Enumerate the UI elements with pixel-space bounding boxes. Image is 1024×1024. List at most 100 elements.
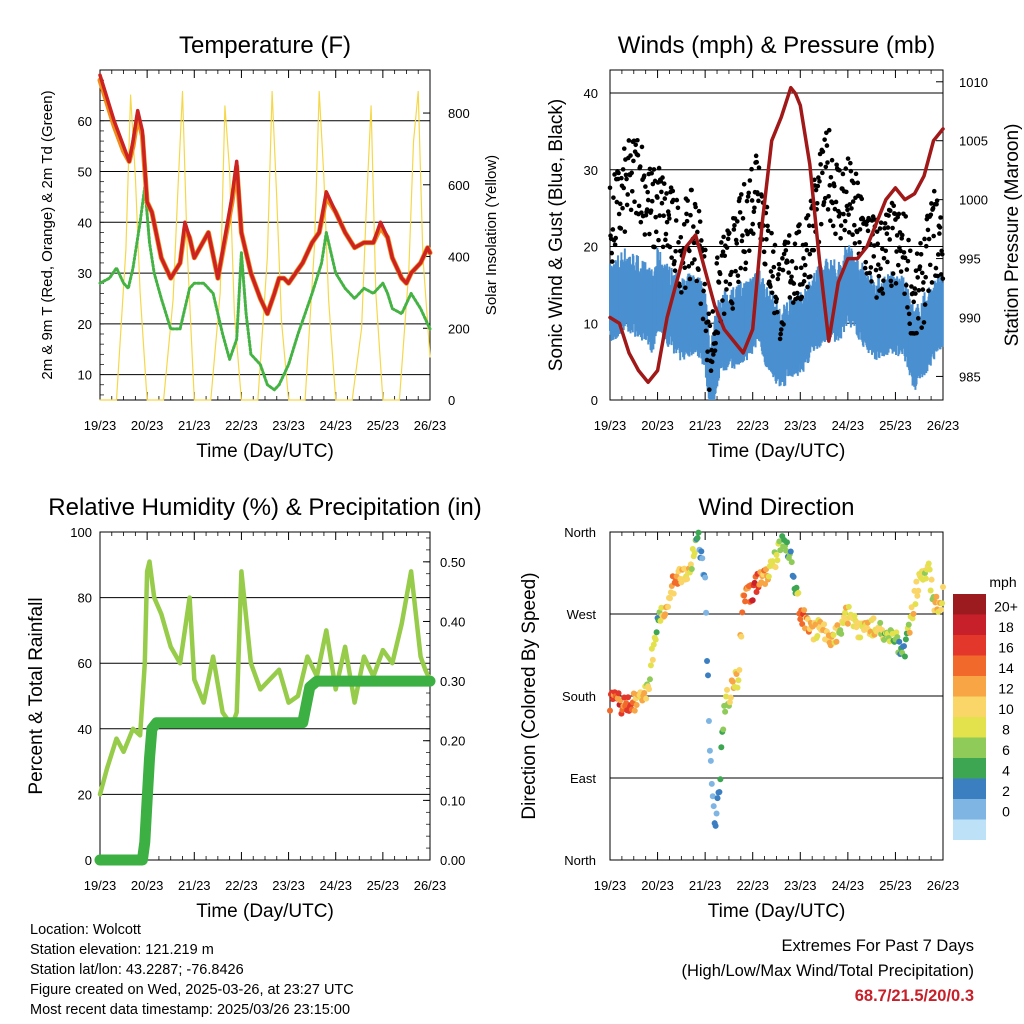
gust-point <box>826 127 832 133</box>
humidity-line <box>97 559 433 797</box>
gust-point <box>752 205 757 211</box>
direction-point <box>707 757 714 764</box>
gust-point <box>765 228 771 233</box>
gust-point <box>926 288 931 293</box>
gust-point <box>876 262 881 267</box>
gust-point <box>746 190 752 196</box>
direction-point <box>698 548 705 555</box>
gust-point <box>629 170 634 176</box>
gust-point <box>616 211 622 217</box>
direction-point <box>840 620 847 627</box>
direction-point <box>717 776 724 783</box>
gust-point <box>649 198 655 204</box>
y-tick-label: 0 <box>591 393 598 408</box>
direction-point <box>939 600 946 607</box>
gust-point <box>611 195 616 200</box>
gust-point <box>719 240 724 245</box>
gust-point <box>806 223 812 229</box>
direction-point <box>720 726 727 733</box>
direction-point <box>695 529 702 536</box>
legend-label: 10 <box>998 701 1014 717</box>
gust-point <box>684 218 690 224</box>
direction-point <box>793 584 800 591</box>
gust-point <box>820 170 825 176</box>
legend-color-box <box>953 614 986 635</box>
gust-point <box>938 272 944 277</box>
gust-point <box>929 280 935 285</box>
gust-point <box>746 248 752 254</box>
gust-point <box>789 274 794 280</box>
direction-point <box>726 699 733 706</box>
direction-point <box>928 576 935 583</box>
gust-point <box>872 243 877 248</box>
x-tick-label: 20/23 <box>641 418 674 433</box>
direction-point <box>708 780 715 787</box>
gust-point <box>737 210 743 215</box>
y2-tick-label: 1005 <box>959 134 988 149</box>
gust-point <box>919 325 924 330</box>
direction-point <box>940 583 946 590</box>
direction-point <box>653 629 660 636</box>
gust-point <box>931 188 937 194</box>
extremes-values: 68.7/21.5/20/0.3 <box>854 987 974 1005</box>
direction-point <box>724 686 731 693</box>
y2-tick-label: 995 <box>959 252 981 267</box>
x-tick-label: 25/23 <box>367 418 400 433</box>
gust-point <box>670 188 676 194</box>
direction-point <box>902 636 909 643</box>
direction-point <box>788 559 795 566</box>
x-tick-label: 20/23 <box>641 878 674 893</box>
y2-tick-label: 1000 <box>959 193 988 208</box>
legend-label: 20+ <box>994 599 1018 615</box>
gust-point <box>644 207 650 212</box>
gust-point <box>707 387 712 392</box>
direction-point <box>857 634 864 641</box>
gust-point <box>857 239 862 245</box>
gust-point <box>723 279 729 284</box>
legend-color-box <box>953 696 986 717</box>
direction-point <box>905 621 912 628</box>
gust-point <box>658 179 664 184</box>
y-tick-label: 0 <box>85 853 92 868</box>
x-tick-label: 22/23 <box>225 418 258 433</box>
direction-point <box>851 612 858 619</box>
x-tick-label: 21/23 <box>689 418 722 433</box>
gust-point <box>917 264 923 269</box>
gust-point <box>804 247 810 253</box>
direction-point <box>762 581 769 588</box>
gust-point <box>769 230 774 236</box>
gust-point <box>667 216 672 221</box>
gust-point <box>905 258 911 264</box>
gust-point <box>938 215 943 220</box>
gust-point <box>607 185 613 191</box>
gust-point <box>832 206 838 212</box>
x-tick-label: 26/23 <box>414 878 447 893</box>
gust-point <box>848 160 853 166</box>
direction-point <box>716 788 723 795</box>
gust-point <box>631 138 637 144</box>
gust-point <box>687 276 693 282</box>
direction-point <box>913 578 920 585</box>
direction-point <box>881 636 888 643</box>
gust-point <box>820 149 826 154</box>
gust-point <box>871 254 877 259</box>
gust-point <box>825 207 831 212</box>
x-tick-label: 19/23 <box>84 418 117 433</box>
direction-point <box>830 631 837 638</box>
gust-point <box>840 171 846 177</box>
direction-point <box>834 622 841 629</box>
direction-point <box>688 566 695 573</box>
gust-point <box>716 280 722 285</box>
gust-point <box>829 157 835 163</box>
gust-point <box>857 227 863 232</box>
direction-point <box>712 822 719 829</box>
gust-point <box>801 279 807 284</box>
gust-point <box>689 187 694 193</box>
gust-point <box>705 349 710 354</box>
gust-point <box>660 244 666 250</box>
gust-point <box>749 198 755 203</box>
y-tick-label: North <box>564 525 596 540</box>
gust-point <box>638 219 644 225</box>
gust-point <box>669 255 674 260</box>
direction-point <box>723 693 730 700</box>
